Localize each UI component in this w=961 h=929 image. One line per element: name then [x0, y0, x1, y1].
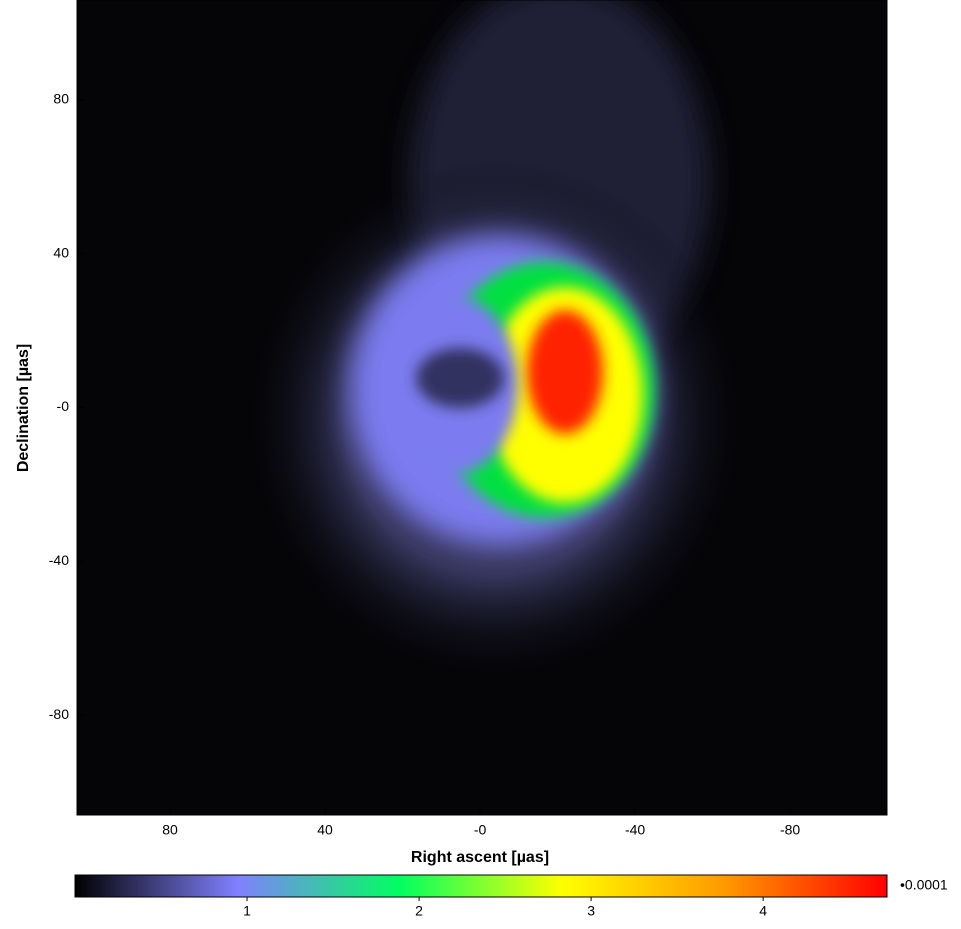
y-tick-label: -80 — [49, 706, 69, 722]
colorbar-tick-label: 1 — [243, 903, 251, 919]
y-tick-label: -0 — [57, 398, 70, 414]
colorbar-tick-label: 4 — [759, 903, 767, 919]
x-tick-label: 80 — [162, 822, 178, 838]
x-axis-title: Right ascent [µas] — [411, 849, 549, 866]
x-tick-label: -80 — [780, 822, 800, 838]
x-tick-label: -40 — [625, 822, 645, 838]
y-tick-label: 40 — [53, 244, 69, 260]
colorbar — [74, 874, 888, 898]
colorbar-tick-label: 3 — [587, 903, 595, 919]
y-axis-title: Declination [µas] — [15, 344, 32, 472]
colorbar-tick-label: 2 — [415, 903, 423, 919]
image — [77, 0, 887, 815]
x-tick-label: -0 — [474, 822, 487, 838]
y-tick-label: 80 — [53, 91, 69, 107]
x-tick-label: 40 — [317, 822, 333, 838]
colorbar-scale-label: •0.0001 — [900, 877, 948, 893]
y-tick-label: -40 — [49, 552, 69, 568]
